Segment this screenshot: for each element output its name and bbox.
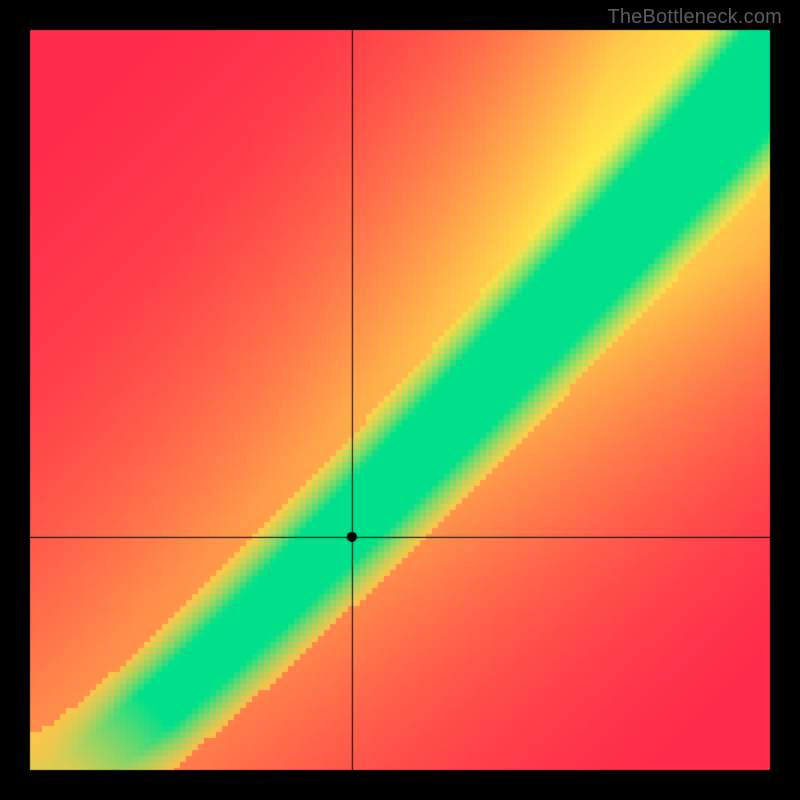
watermark-text: TheBottleneck.com	[607, 6, 782, 29]
bottleneck-heatmap	[0, 0, 800, 800]
chart-container: TheBottleneck.com	[0, 0, 800, 800]
